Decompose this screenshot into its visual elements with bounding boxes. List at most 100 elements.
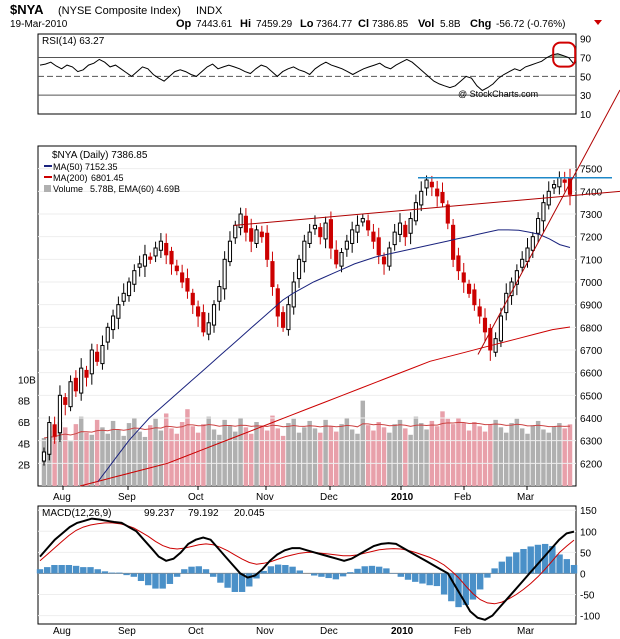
volume-bar: [535, 420, 541, 486]
candle-body: [381, 256, 387, 265]
macd-histogram-bar: [332, 573, 340, 580]
ma50-legend-value: 7152.35: [85, 162, 118, 172]
volume-bar: [509, 423, 514, 486]
down-arrow-icon: [594, 20, 602, 25]
macd-histogram-bar: [224, 573, 231, 588]
chart-date: 19-Mar-2010: [10, 19, 68, 30]
price-y-tick-label: 7100: [580, 255, 603, 266]
candle-body: [121, 292, 126, 302]
candle-body: [445, 204, 450, 224]
candle-body: [493, 338, 498, 353]
candle-body: [307, 231, 312, 244]
price-title: $NYA (Daily) 7386.85: [52, 150, 148, 161]
candle-body: [562, 179, 567, 183]
macd-histogram-bar: [347, 572, 354, 574]
volume-bar: [418, 423, 424, 486]
volume-bar: [477, 426, 482, 486]
rsi-y-tick-label: 10: [580, 110, 592, 121]
price-x-tick-label: Mar: [517, 492, 535, 503]
candle-body: [57, 394, 63, 434]
volume-bar: [163, 413, 169, 486]
macd-histogram-bar: [152, 573, 159, 589]
macd-histogram-bar: [412, 573, 419, 582]
volume-bar: [318, 432, 323, 486]
volume-bar: [190, 426, 196, 486]
candle-body: [84, 369, 89, 378]
macd-x-tick-label: Feb: [454, 626, 472, 637]
price-chart: 7500 7400 7300 7200 7100 7000 6900 6800 6700 6600…: [18, 89, 620, 503]
rsi-y-tick-label: 30: [580, 91, 592, 102]
candle-body: [196, 306, 201, 317]
volume-bar: [482, 431, 488, 486]
index-name: (NYSE Composite Index): [58, 5, 181, 17]
macd-histogram-bar: [274, 564, 282, 574]
macd-histogram-bar: [440, 573, 448, 595]
volume-bar: [424, 429, 429, 486]
macd-x-tick-label: Dec: [320, 626, 338, 637]
rsi-line: [39, 53, 575, 92]
candle-body: [233, 224, 238, 239]
price-y-tick-label: 6800: [580, 323, 603, 334]
ma200-legend-value: 6801.45: [91, 173, 124, 183]
candle-body: [514, 270, 519, 285]
volume-bar: [100, 427, 105, 486]
macd-x-tick-label: Mar: [517, 626, 535, 637]
candle-body: [482, 317, 488, 333]
volume-bar: [254, 422, 259, 486]
candle-body: [68, 381, 73, 408]
macd-histogram-bar: [368, 565, 376, 574]
candle-body: [397, 222, 403, 235]
price-x-tick-label: Feb: [454, 492, 472, 503]
candle-body: [169, 250, 174, 265]
volume-bar: [275, 428, 281, 486]
candle-body: [217, 286, 222, 302]
candle-body: [164, 242, 169, 256]
rsi-panel: [37, 33, 577, 115]
volume-bar: [488, 424, 493, 486]
candle-body: [551, 184, 557, 189]
macd-histogram-bar: [527, 546, 534, 574]
macd-x-tick-label: Sep: [118, 626, 136, 637]
volume-bar: [408, 434, 413, 486]
ma200-line: [79, 326, 571, 487]
volume-bar: [323, 419, 328, 486]
macd-histogram-bar: [282, 565, 289, 574]
macd-histogram-bar: [188, 566, 195, 574]
macd-x-tick-label: 2010: [391, 626, 414, 637]
macd-y-tick-label: -50: [580, 591, 595, 602]
macd-histogram-bar: [484, 573, 491, 578]
vol-label: Vol: [418, 18, 434, 30]
price-y-tick-label: 6900: [580, 301, 603, 312]
macd-histogram-bar: [383, 568, 390, 574]
price-x-tick-label: Nov: [256, 492, 274, 503]
macd-title: MACD(12,26,9): [42, 508, 111, 519]
candle-body: [105, 326, 110, 343]
volume-bar: [137, 431, 142, 486]
macd-histogram-bar: [72, 565, 80, 574]
candle-body: [116, 304, 121, 319]
ma50-line: [97, 229, 571, 482]
rsi-y-tick-label: 50: [580, 72, 592, 83]
macd-histogram-bar: [137, 573, 145, 582]
candle-body: [557, 177, 562, 188]
candle-body: [536, 218, 541, 234]
volume-bar: [94, 419, 100, 486]
volume-bar: [238, 417, 243, 486]
volume-legend-value: 5.78B, EMA(60) 4.69B: [90, 184, 180, 194]
macd-y-tick-label: 0: [580, 569, 586, 580]
price-y-tick-label: 6500: [580, 391, 603, 402]
macd-histogram-bar: [94, 569, 101, 574]
volume-bar: [397, 419, 403, 486]
candle-body: [520, 258, 525, 268]
macd-histogram-bar: [513, 552, 520, 574]
volume-bar: [217, 434, 222, 486]
symbol: $NYA: [10, 2, 44, 17]
volume-y-tick-label: 8B: [18, 397, 31, 408]
candle-body: [142, 254, 148, 267]
macd-histogram-bar: [462, 573, 469, 606]
volume-bar: [52, 434, 57, 486]
candle-body: [387, 247, 392, 267]
macd-histogram-bar: [80, 567, 87, 574]
volume-bar: [562, 428, 567, 486]
